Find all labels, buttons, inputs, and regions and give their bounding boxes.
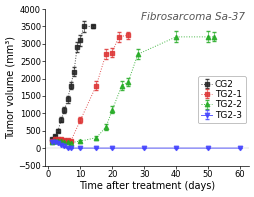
Text: Fibrosarcoma Sa-37: Fibrosarcoma Sa-37: [141, 12, 244, 22]
Legend: CG2, TG2-1, TG2-2, TG2-3: CG2, TG2-1, TG2-2, TG2-3: [197, 76, 245, 124]
Y-axis label: Tumor volume (mm³): Tumor volume (mm³): [6, 36, 15, 139]
X-axis label: Time after treatment (days): Time after treatment (days): [79, 181, 215, 191]
